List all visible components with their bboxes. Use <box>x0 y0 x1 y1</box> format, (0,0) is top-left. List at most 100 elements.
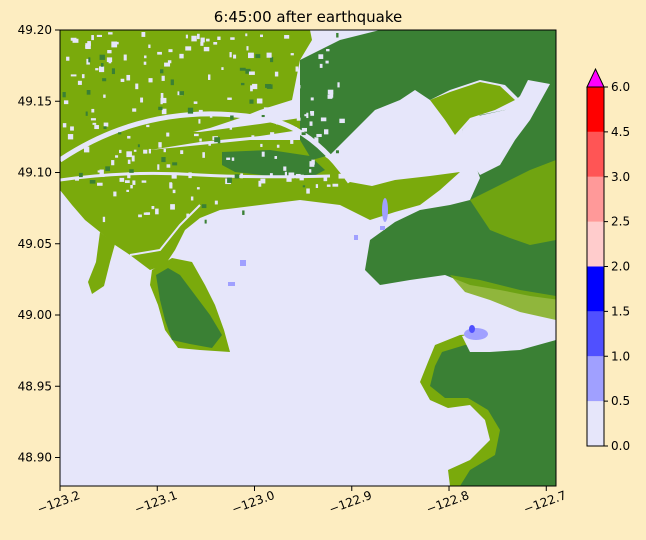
speckle <box>319 63 323 68</box>
speckle <box>258 180 262 187</box>
speckle <box>138 214 142 218</box>
speckle <box>206 38 210 42</box>
speckle <box>190 196 194 201</box>
speckle <box>221 67 224 70</box>
speckle <box>298 85 301 89</box>
speckle <box>113 41 119 45</box>
speckle <box>115 155 119 158</box>
speckle <box>198 119 201 124</box>
speckle <box>161 157 166 163</box>
speckle <box>294 127 297 133</box>
colorbar-tick-label: 6.0 <box>611 80 630 94</box>
speckle <box>339 118 345 124</box>
x-tick-label: −122.8 <box>424 488 471 516</box>
colorbar-tick-label: 1.5 <box>611 304 630 318</box>
speckle <box>230 115 234 120</box>
speckle <box>119 149 122 154</box>
speckle <box>101 174 105 177</box>
speckle <box>338 173 345 179</box>
speckle <box>160 69 164 74</box>
speckle <box>164 62 171 67</box>
x-axis: −123.2 −123.1 −123.0 −122.9 −122.8 −122.7 <box>35 486 568 516</box>
speckle <box>70 74 77 77</box>
speckle <box>72 38 79 43</box>
speckle <box>86 89 91 95</box>
speckle <box>229 52 232 58</box>
speckle <box>202 152 205 158</box>
speckle <box>308 113 311 117</box>
speckle <box>86 58 90 65</box>
speckle <box>143 61 147 65</box>
plot-frame <box>59 29 557 487</box>
speckle <box>266 52 272 58</box>
speckle <box>126 189 130 192</box>
speckle <box>193 133 199 137</box>
speckle <box>157 51 162 55</box>
speckle <box>302 185 306 188</box>
speckle <box>94 125 99 130</box>
speckle <box>318 54 324 59</box>
speckle <box>324 129 329 135</box>
speckle <box>158 106 163 111</box>
speckle <box>260 34 264 38</box>
speckle <box>200 41 204 46</box>
speckle <box>196 187 200 190</box>
speckle <box>172 162 178 166</box>
speckle <box>120 78 125 82</box>
speckle <box>327 94 333 99</box>
speckle <box>299 174 304 181</box>
speckle <box>146 124 150 128</box>
speckle <box>242 210 245 215</box>
speckle <box>143 212 149 215</box>
speckle <box>141 32 146 37</box>
flood-spot-bay <box>464 328 488 340</box>
speckle <box>83 146 90 153</box>
speckle <box>256 98 263 104</box>
speckle <box>201 204 207 209</box>
speckle <box>341 34 344 38</box>
speckle <box>170 79 174 86</box>
speckle <box>318 135 325 141</box>
colorbar-tick-label: 3.0 <box>611 170 630 184</box>
speckle <box>103 126 107 130</box>
flood-spot-small-2 <box>380 226 385 230</box>
speckle <box>78 172 83 178</box>
land-river-north-bank <box>60 118 300 150</box>
speckle <box>252 83 258 90</box>
speckle <box>133 149 137 152</box>
speckle <box>161 108 167 115</box>
speckle <box>107 50 112 54</box>
chart-title: 6:45:00 after earthquake <box>214 8 402 26</box>
speckle <box>102 216 106 223</box>
water-south-bay <box>462 322 556 352</box>
speckle <box>276 144 280 148</box>
speckle <box>127 135 131 139</box>
speckle <box>204 219 207 224</box>
speckle <box>88 57 91 63</box>
speckle <box>251 135 255 139</box>
speckle <box>126 151 132 158</box>
speckle <box>62 91 66 98</box>
speckle <box>95 68 99 71</box>
speckle <box>103 94 106 98</box>
speckle <box>119 177 125 182</box>
speckle <box>233 54 237 59</box>
speckle <box>123 54 127 61</box>
speckle <box>111 68 115 75</box>
x-tick-label: −122.9 <box>327 488 374 516</box>
speckle <box>306 63 309 70</box>
speckle <box>213 41 218 45</box>
speckle <box>108 32 113 35</box>
speckle <box>245 68 251 74</box>
speckle <box>274 156 278 159</box>
speckle <box>217 36 221 41</box>
speckle <box>131 123 134 127</box>
speckle <box>91 35 94 41</box>
speckle <box>288 172 295 179</box>
speckle <box>265 83 271 88</box>
speckle <box>102 78 107 82</box>
speckle <box>62 123 67 128</box>
speckle <box>144 55 147 59</box>
